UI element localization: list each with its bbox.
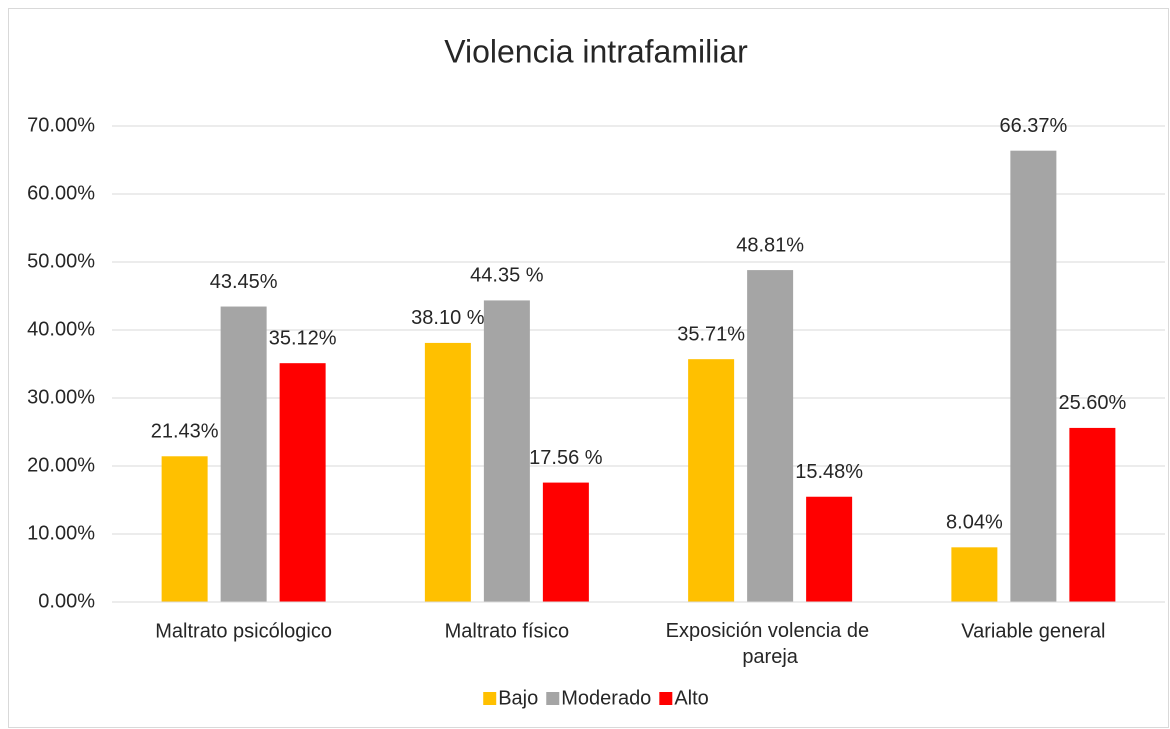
y-tick-label: 30.00%	[27, 386, 95, 408]
chart-title: Violencia intrafamiliar	[444, 33, 748, 69]
x-tick-label: Variable general	[961, 620, 1105, 642]
legend-label: Moderado	[561, 687, 651, 709]
bar	[1010, 150, 1057, 602]
bar	[279, 363, 326, 602]
y-tick-label: 20.00%	[27, 454, 95, 476]
legend-swatch	[546, 692, 560, 705]
x-tick-label: Maltrato físico	[445, 620, 569, 642]
data-label: 48.81%	[736, 234, 804, 256]
y-tick-label: 70.00%	[27, 114, 95, 136]
y-tick-label: 10.00%	[27, 522, 95, 544]
data-label: 38.10 %	[411, 307, 485, 329]
y-tick-label: 60.00%	[27, 182, 95, 204]
bar	[688, 359, 735, 602]
data-label: 35.12%	[269, 327, 337, 349]
data-label: 43.45%	[210, 271, 278, 293]
legend-label: Alto	[674, 687, 708, 709]
data-label: 17.56 %	[529, 447, 603, 469]
legend-swatch	[483, 692, 497, 705]
chart-frame	[8, 8, 1169, 728]
bar	[806, 496, 853, 602]
data-label: 66.37%	[999, 115, 1067, 137]
data-label: 44.35 %	[470, 265, 544, 287]
bar	[542, 482, 589, 602]
legend-label: Bajo	[498, 687, 538, 709]
y-tick-label: 0.00%	[38, 590, 95, 612]
bar	[483, 300, 530, 602]
data-label: 35.71%	[677, 323, 745, 345]
data-label: 21.43%	[151, 421, 219, 443]
bar	[951, 547, 998, 602]
data-label: 15.48%	[795, 461, 863, 483]
x-tick-label: Exposición volencia de pareja	[666, 620, 875, 668]
x-tick-label: Maltrato psicólogico	[155, 620, 332, 642]
data-label: 25.60%	[1058, 392, 1126, 414]
bar	[1069, 427, 1116, 602]
bar	[161, 456, 208, 602]
bar	[747, 270, 794, 602]
y-tick-label: 50.00%	[27, 250, 95, 272]
bar	[220, 306, 267, 602]
y-tick-label: 40.00%	[27, 318, 95, 340]
data-label: 8.04%	[946, 512, 1003, 534]
legend-swatch	[659, 692, 673, 705]
bar	[424, 342, 471, 602]
